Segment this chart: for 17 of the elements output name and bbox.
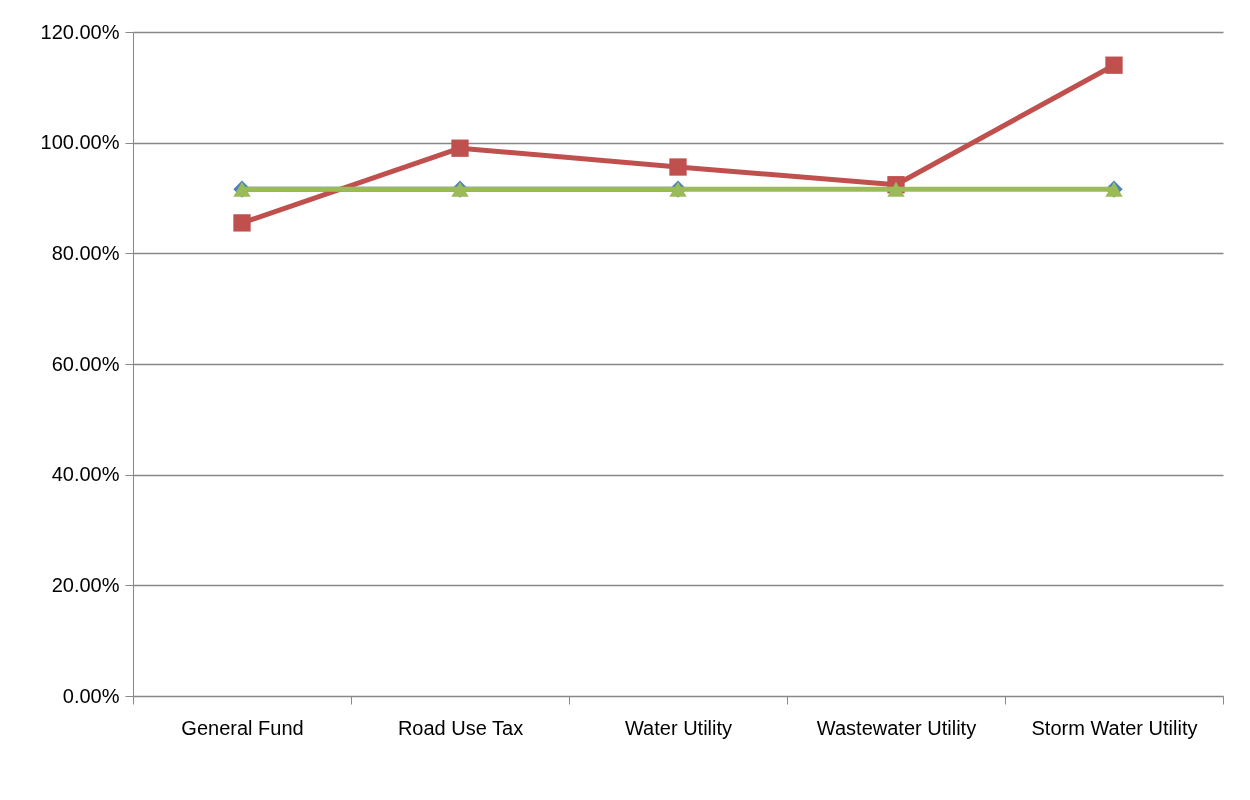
- x-tick-label: Road Use Tax: [397, 716, 524, 739]
- point: [1105, 56, 1123, 74]
- point: [887, 181, 905, 197]
- y-tick-label: 120.00%: [40, 20, 120, 43]
- y-tick-label: 20.00%: [51, 573, 120, 596]
- x-tick-label: Water Utility: [624, 716, 733, 739]
- point: [451, 139, 469, 157]
- y-tick-label: 0.00%: [62, 684, 120, 707]
- x-tick-label: Wastewater Utility: [816, 716, 977, 739]
- point: [669, 158, 687, 176]
- y-tick-label: 80.00%: [51, 241, 120, 264]
- y-tick-label: 100.00%: [40, 131, 120, 154]
- x-tick-label: Storm Water Utility: [1031, 716, 1198, 739]
- x-tick-label: General Fund: [181, 716, 304, 739]
- y-tick-label: 60.00%: [51, 352, 120, 375]
- y-tick-label: 40.00%: [51, 463, 120, 486]
- point: [233, 214, 251, 232]
